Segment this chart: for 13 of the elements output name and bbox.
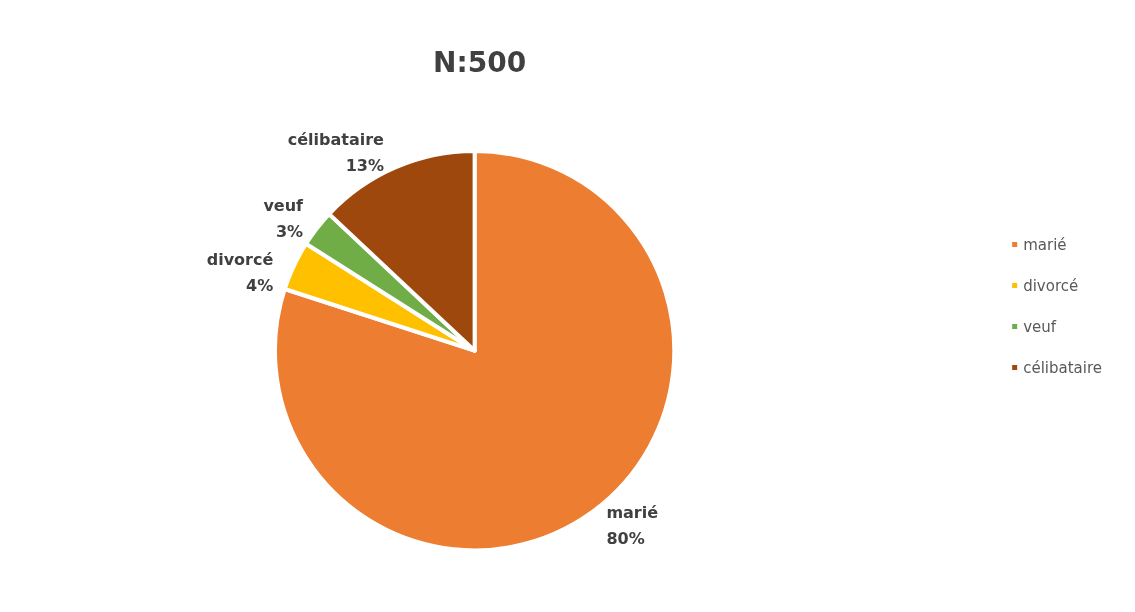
legend-label: célibataire [1023,358,1103,377]
data-label: 80% [606,528,645,548]
legend-label: veuf [1023,317,1057,336]
slice-label: divorcé [206,250,274,270]
slice-label: célibataire [287,130,385,150]
data-label: 3% [275,222,304,242]
legend-label: marié [1023,235,1067,254]
data-label: 13% [345,156,384,176]
legend-label: divorcé [1023,276,1079,295]
slice-label: veuf [263,196,305,216]
slice-label: marié [606,502,659,522]
chart-title: N:500 [433,45,527,79]
data-label: 4% [246,276,274,296]
